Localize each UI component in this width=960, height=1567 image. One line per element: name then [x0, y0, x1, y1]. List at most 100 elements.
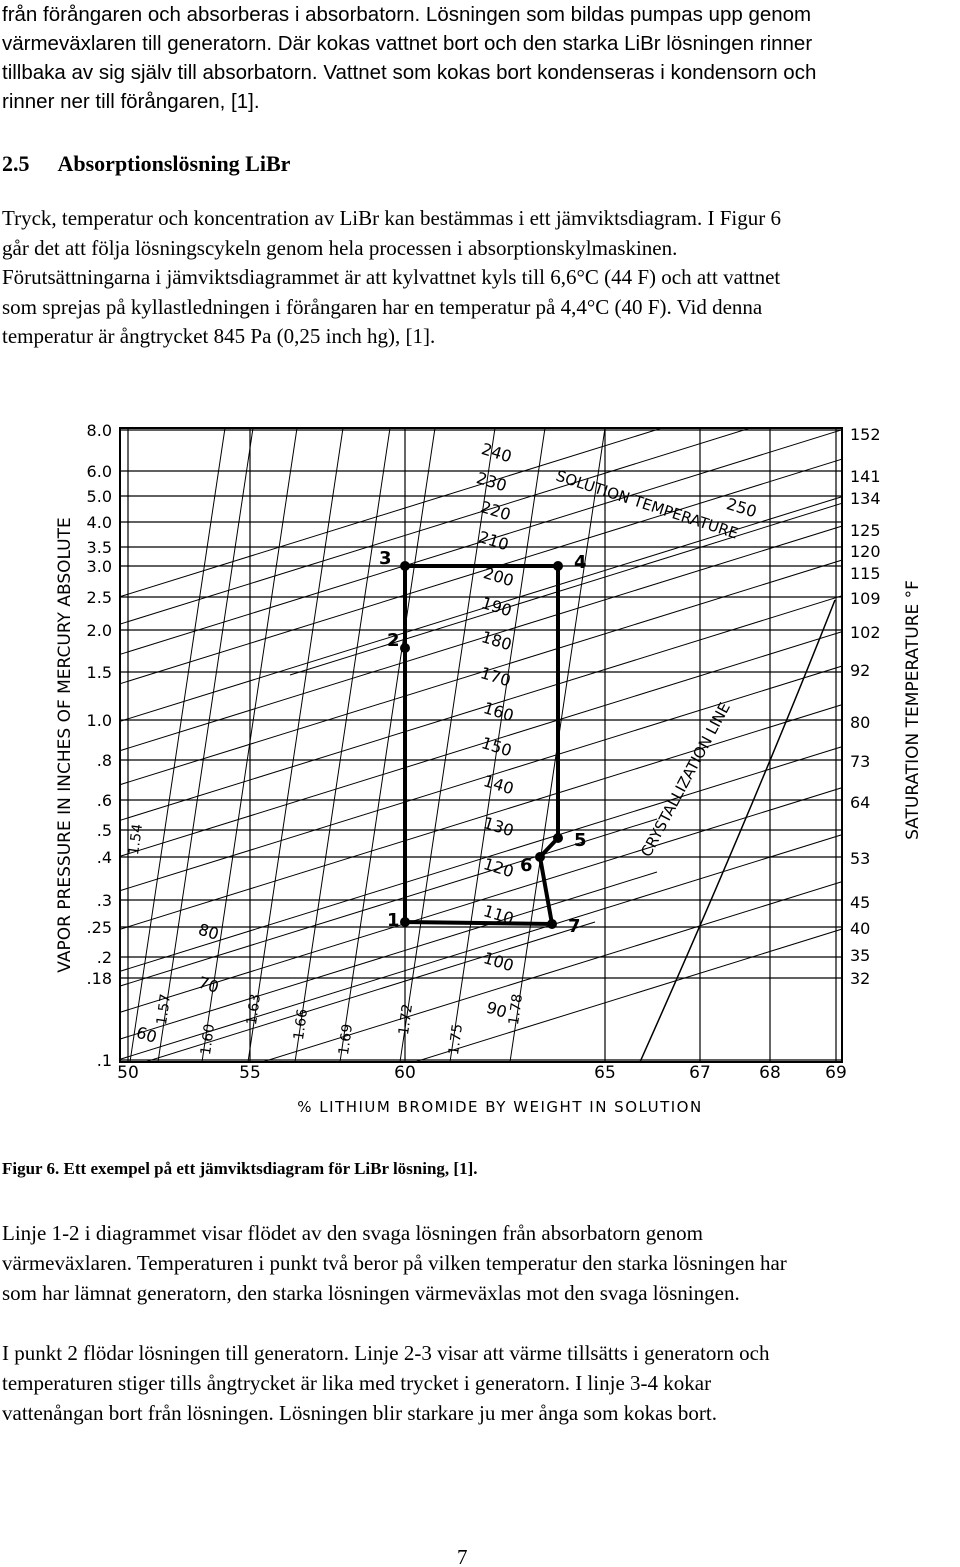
left-axis-label: 5.0: [87, 487, 112, 506]
text-line: går det att följa lösningscykeln genom h…: [2, 235, 678, 260]
left-axis-label: 1.5: [87, 663, 112, 682]
caption: Figur 6. Ett exempel på ett jämviktsdiag…: [2, 1159, 478, 1178]
temperature-line: [120, 746, 842, 972]
temperature-line: [120, 631, 842, 857]
cycle-point: [400, 561, 410, 571]
text-line: Linje 1-2 i diagrammet visar flödet av d…: [2, 1221, 703, 1245]
cycle-path: [403, 564, 560, 927]
temperature-label: 90: [484, 998, 509, 1022]
concentration-label: 1.72: [396, 1003, 416, 1036]
annotation: SOLUTION TEMPERATURE: [554, 467, 741, 543]
right-axis-label: 32: [850, 969, 870, 988]
temperature-label: 150: [479, 733, 514, 760]
right-axis-label: 73: [850, 752, 870, 771]
left-axis-label: .3: [97, 891, 112, 910]
left-axis-label: .6: [97, 791, 112, 810]
right-axis-label: 45: [850, 893, 870, 912]
temperature-line: [120, 787, 842, 1013]
point-label: 4: [574, 552, 587, 573]
left-axis-label: .8: [97, 751, 112, 770]
temperature-line: [120, 818, 658, 987]
temperature-label: 240: [479, 439, 514, 466]
concentration-label: 1.60: [198, 1023, 218, 1056]
x-axis-label: 50: [117, 1063, 139, 1083]
x-axis-label: 55: [239, 1063, 261, 1083]
temperature-line: [120, 665, 842, 892]
left-axis-label: .1: [97, 1051, 112, 1070]
text-line: I punkt 2 flödar lösningen till generato…: [2, 1341, 770, 1365]
temperature-label: 180: [479, 627, 514, 654]
point-label: 2: [387, 630, 400, 651]
left-axis-label: .5: [97, 821, 112, 840]
cycle-point: [400, 917, 410, 927]
temperature-label: 120: [481, 854, 516, 881]
right-axis-label: 115: [850, 564, 881, 583]
x-axis-label: 68: [759, 1063, 781, 1083]
text-line: värmeväxlaren till generatorn. Där kokas…: [2, 32, 813, 55]
temperature-line: [289, 502, 842, 676]
point-label: 3: [379, 548, 392, 569]
concentration-line: [449, 428, 546, 1062]
temperature-line: [120, 834, 842, 1060]
right-axis-label: 35: [850, 946, 870, 965]
right-axis-label: 53: [850, 849, 870, 868]
left-axis-label: 3.0: [87, 557, 112, 576]
concentration-line: [294, 428, 391, 1062]
temperature-line: [120, 428, 664, 598]
x-axis-label: 67: [689, 1063, 711, 1083]
concentration-label: 1.57: [154, 993, 174, 1026]
section-heading: 2.5 Absorptionslösning LiBr: [2, 152, 290, 176]
concentration-line: [247, 428, 344, 1062]
text-line: från förångaren och absorberas i absorba…: [2, 3, 812, 26]
temperature-line: [120, 496, 842, 722]
cycle-point: [553, 833, 563, 843]
concentration-label: 1.75: [446, 1023, 466, 1056]
concentration-line: [129, 428, 226, 1062]
right-axis-label: 125: [850, 521, 881, 540]
temperature-line: [120, 525, 842, 752]
left-axis-label: 1.0: [87, 711, 112, 730]
text-line: Förutsättningarna i jämviktsdiagrammet ä…: [2, 265, 781, 289]
crystallization-line: [639, 599, 836, 1062]
text-line: värmeväxlaren. Temperaturen i punkt två …: [2, 1251, 787, 1275]
temperature-label: 230: [474, 468, 509, 495]
temperature-label: 60: [134, 1023, 159, 1047]
text-line: tillbaka av sig själv till absorbatorn. …: [2, 61, 817, 84]
cycle-point: [547, 919, 557, 929]
left-axis-label: .2: [97, 948, 112, 967]
text-line: som har lämnat generatorn, den starka lö…: [2, 1281, 740, 1305]
left-axis-label: 2.5: [87, 588, 112, 607]
x-axis-label: 60: [394, 1063, 416, 1083]
left-axis-label: .25: [87, 918, 112, 937]
temperature-line: [120, 871, 658, 1040]
cycle-point: [400, 643, 410, 653]
left-axis-label: 8.0: [87, 421, 112, 440]
right-axis-label: 80: [850, 713, 870, 732]
right-axis-label: 141: [850, 467, 881, 486]
text-line: Tryck, temperatur och koncentration av L…: [2, 206, 781, 230]
temperature-label: 170: [478, 663, 513, 690]
plot-frame: [119, 427, 843, 1063]
x-axis-label: 69: [825, 1063, 847, 1083]
right-axis-label: 92: [850, 661, 870, 680]
temperature-label: 220: [478, 497, 513, 524]
left-axis-label: 3.5: [87, 538, 112, 557]
temperature-line: [412, 928, 842, 1062]
left-axis-label: 2.0: [87, 621, 112, 640]
concentration-label: 1.78: [506, 993, 526, 1026]
concentration-label: 1.69: [336, 1023, 356, 1056]
left-axis-label: .18: [87, 969, 112, 988]
temperature-label: 160: [481, 698, 516, 725]
concentration-line: [339, 428, 436, 1062]
section-title: Absorptionslösning LiBr: [57, 151, 291, 176]
right-axis-label: 40: [850, 919, 870, 938]
temperature-line: [260, 881, 842, 1062]
concentration-label: 1.63: [244, 993, 264, 1026]
right-axis-label: 102: [850, 623, 881, 642]
temperature-label: 100: [481, 948, 516, 975]
point-label: 5: [574, 830, 587, 851]
temperature-line: [120, 428, 753, 625]
temperature-label: 140: [481, 771, 516, 798]
point-label: 6: [520, 855, 533, 876]
